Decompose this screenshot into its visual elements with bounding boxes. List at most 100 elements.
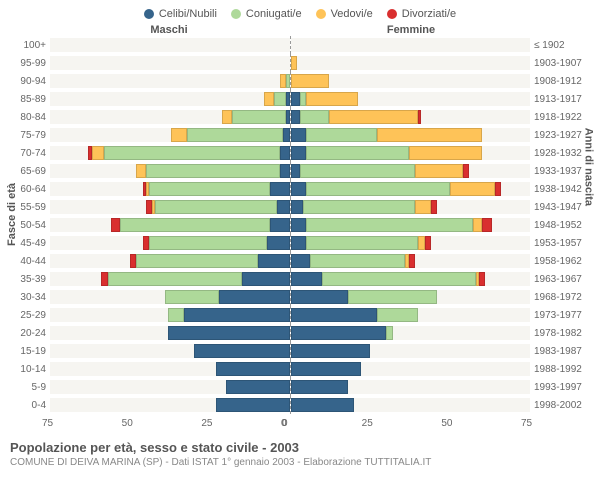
x-tick: 25 <box>209 418 210 430</box>
pyramid-row: 100+≤ 1902 <box>10 36 590 54</box>
segment-divorced <box>463 164 469 178</box>
birth-year-label: 1913-1917 <box>530 94 590 105</box>
bar-male <box>50 92 290 106</box>
segment-married <box>286 74 289 88</box>
segment-married <box>306 128 376 142</box>
bar-female <box>291 344 531 358</box>
segment-single <box>291 146 307 160</box>
segment-married <box>322 272 475 286</box>
pyramid-row: 85-89 1913-1917 <box>10 90 590 108</box>
segment-widowed <box>415 164 463 178</box>
segment-single <box>291 164 301 178</box>
segment-single <box>280 146 290 160</box>
age-label: 25-29 <box>10 310 50 321</box>
segment-married <box>165 290 219 304</box>
pyramid-row: 10-141988-1992 <box>10 360 590 378</box>
segment-single <box>291 272 323 286</box>
segment-single <box>291 344 371 358</box>
birth-year-label: 1923-1927 <box>530 130 590 141</box>
segment-single <box>219 290 289 304</box>
legend-swatch <box>316 9 326 19</box>
pyramid-row: 70-741928-1932 <box>10 144 590 162</box>
chart-title: Popolazione per età, sesso e stato civil… <box>10 440 590 455</box>
bar-male <box>50 200 290 214</box>
birth-year-label: 1933-1937 <box>530 166 590 177</box>
pyramid-row: 15-191983-1987 <box>10 342 590 360</box>
segment-married <box>187 128 283 142</box>
segment-married <box>310 254 406 268</box>
x-tick: 0 <box>290 418 291 430</box>
column-headers: Maschi Femmine <box>10 24 590 36</box>
pyramid-row: 45-491953-1957 <box>10 234 590 252</box>
segment-single <box>270 182 289 196</box>
birth-year-label: 1998-2002 <box>530 400 590 411</box>
segment-widowed <box>264 92 274 106</box>
segment-single <box>291 308 377 322</box>
bar-female <box>291 38 531 52</box>
x-tick: 25 <box>370 418 371 430</box>
bar-male <box>50 254 290 268</box>
bar-male <box>50 398 290 412</box>
bar-female <box>291 308 531 322</box>
pyramid-row: 0-41998-2002 <box>10 396 590 414</box>
bar-male <box>50 362 290 376</box>
segment-single <box>270 218 289 232</box>
segment-widowed <box>306 92 357 106</box>
legend-swatch <box>231 9 241 19</box>
segment-single <box>291 236 307 250</box>
bar-female <box>291 272 531 286</box>
segment-married <box>306 218 472 232</box>
bar-female <box>291 200 531 214</box>
bar-male <box>50 164 290 178</box>
birth-year-label: 1943-1947 <box>530 202 590 213</box>
bar-male <box>50 236 290 250</box>
bar-female <box>291 218 531 232</box>
bar-female <box>291 362 531 376</box>
segment-married <box>348 290 437 304</box>
segment-single <box>291 290 348 304</box>
segment-divorced <box>409 254 415 268</box>
segment-married <box>377 308 419 322</box>
segment-married <box>300 164 415 178</box>
segment-married <box>104 146 280 160</box>
bar-male <box>50 56 290 70</box>
age-label: 20-24 <box>10 328 50 339</box>
segment-married <box>108 272 242 286</box>
birth-year-label: 1908-1912 <box>530 76 590 87</box>
segment-divorced <box>431 200 437 214</box>
pyramid-row: 95-991903-1907 <box>10 54 590 72</box>
header-female: Femmine <box>292 24 530 36</box>
bar-male <box>50 290 290 304</box>
bar-female <box>291 164 531 178</box>
age-label: 5-9 <box>10 382 50 393</box>
birth-year-label: 1903-1907 <box>530 58 590 69</box>
bar-female <box>291 236 531 250</box>
bar-male <box>50 272 290 286</box>
segment-single <box>291 128 307 142</box>
bar-female <box>291 92 531 106</box>
legend-item: Vedovi/e <box>316 8 373 20</box>
segment-widowed <box>291 56 297 70</box>
segment-married <box>306 182 450 196</box>
segment-widowed <box>171 128 187 142</box>
x-axis: 0255075 0255075 <box>10 416 590 432</box>
age-label: 65-69 <box>10 166 50 177</box>
birth-year-label: 1983-1987 <box>530 346 590 357</box>
segment-divorced <box>495 182 501 196</box>
legend-label: Vedovi/e <box>331 8 373 20</box>
segment-divorced <box>479 272 485 286</box>
segment-single <box>242 272 290 286</box>
legend-label: Coniugati/e <box>246 8 302 20</box>
segment-single <box>216 398 289 412</box>
birth-year-label: 1973-1977 <box>530 310 590 321</box>
age-label: 50-54 <box>10 220 50 231</box>
birth-year-label: 1988-1992 <box>530 364 590 375</box>
legend: Celibi/NubiliConiugati/eVedovi/eDivorzia… <box>10 8 590 20</box>
birth-year-label: 1963-1967 <box>530 274 590 285</box>
birth-year-label: ≤ 1902 <box>530 40 590 51</box>
legend-item: Coniugati/e <box>231 8 302 20</box>
birth-year-label: 1968-1972 <box>530 292 590 303</box>
bar-female <box>291 74 531 88</box>
x-tick: 50 <box>130 418 131 430</box>
age-label: 85-89 <box>10 94 50 105</box>
